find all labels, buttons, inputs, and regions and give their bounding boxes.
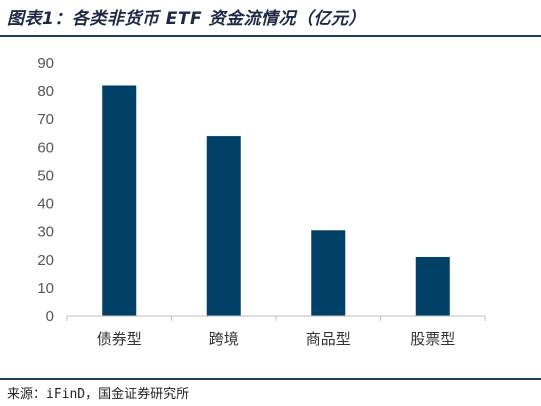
x-axis: 债券型 跨境 商品型 股票型 <box>66 316 486 348</box>
y-tick-label: 50 <box>37 167 54 184</box>
y-tick-label: 90 <box>37 55 54 72</box>
y-axis: 0 10 20 30 40 50 60 70 80 90 <box>37 55 54 325</box>
y-tick-label: 30 <box>37 224 54 241</box>
x-category-label: 债券型 <box>97 330 142 348</box>
y-tick-label: 80 <box>37 83 54 100</box>
y-tick-label: 70 <box>37 111 54 128</box>
x-category-label: 股票型 <box>410 330 455 348</box>
y-tick-label: 10 <box>37 280 54 297</box>
x-category-label: 商品型 <box>306 330 351 348</box>
y-tick-label: 0 <box>46 308 54 325</box>
y-tick-label: 60 <box>37 139 54 156</box>
bar-2 <box>206 136 241 316</box>
y-tick-label: 40 <box>37 196 54 213</box>
source-note: 来源：iFinD，国金证券研究所 <box>7 387 190 402</box>
chart-title: 图表1：各类非货币 ETF 资金流情况（亿元） <box>7 9 366 29</box>
y-tick-label: 20 <box>37 252 54 269</box>
title-bar: 图表1：各类非货币 ETF 资金流情况（亿元） <box>0 0 541 36</box>
footer-rule <box>0 378 541 380</box>
title-rule <box>0 35 541 37</box>
bar-4 <box>415 256 450 316</box>
bar-1 <box>102 85 137 316</box>
bar-3 <box>311 230 346 316</box>
bars <box>102 85 450 316</box>
x-category-label: 跨境 <box>209 330 239 348</box>
